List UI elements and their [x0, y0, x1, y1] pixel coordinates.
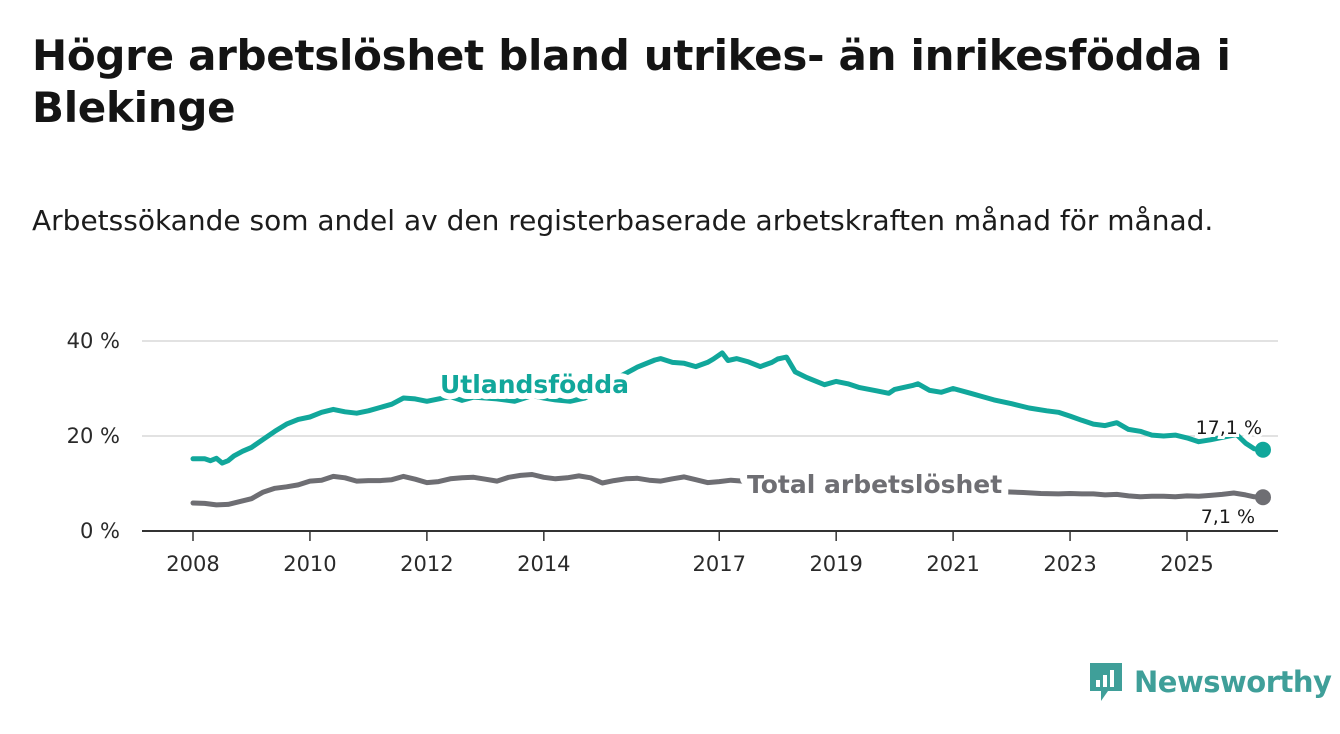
- series-labels: Utlandsfödda Total arbetslöshet 17,1 % 7,1 …: [434, 364, 1265, 531]
- series-label-total: Total arbetslöshet: [747, 470, 1002, 499]
- x-tick-label: 2008: [166, 552, 219, 576]
- end-value-total: 7,1 %: [1201, 506, 1255, 528]
- bar-chart-icon: [1090, 663, 1122, 701]
- x-tick-label: 2025: [1160, 552, 1213, 576]
- x-tick-label: 2023: [1043, 552, 1096, 576]
- y-tick-label: 20 %: [67, 424, 120, 448]
- brand-logo: Newsworthy: [1088, 660, 1332, 704]
- x-tick-label: 2019: [809, 552, 862, 576]
- y-tick-label: 0 %: [80, 519, 120, 543]
- x-tick-label: 2014: [517, 552, 570, 576]
- brand-name: Newsworthy: [1134, 665, 1332, 699]
- y-axis-ticks: 0 % 20 % 40 %: [67, 329, 120, 543]
- series-lines: [190, 350, 1272, 508]
- x-axis: 2008 2010 2012 2014 2017 2019 2021 2023 2025: [142, 530, 1278, 576]
- chart-subtitle: Arbetssökande som andel av den registerb…: [32, 204, 1214, 237]
- series-line-utlandsfodda: [190, 350, 1266, 466]
- chart-title: Högre arbetslöshet bland utrikes- än inr…: [32, 31, 1231, 132]
- y-tick-label: 40 %: [67, 329, 120, 353]
- end-value-utlandsfodda: 17,1 %: [1196, 417, 1262, 439]
- series-label-utlandsfodda: Utlandsfödda: [440, 370, 629, 399]
- end-point-utlandsfodda: [1255, 441, 1272, 458]
- end-point-total: [1255, 489, 1272, 506]
- gridlines: [142, 340, 1278, 437]
- line-chart: 0 % 20 % 40 % 2008 2010 2012 2014 2017 2019 2021…: [67, 329, 1278, 576]
- series-line-total: [190, 472, 1266, 508]
- x-tick-label: 2010: [283, 552, 336, 576]
- x-tick-label: 2017: [693, 552, 746, 576]
- x-tick-label: 2012: [400, 552, 453, 576]
- x-tick-label: 2021: [926, 552, 979, 576]
